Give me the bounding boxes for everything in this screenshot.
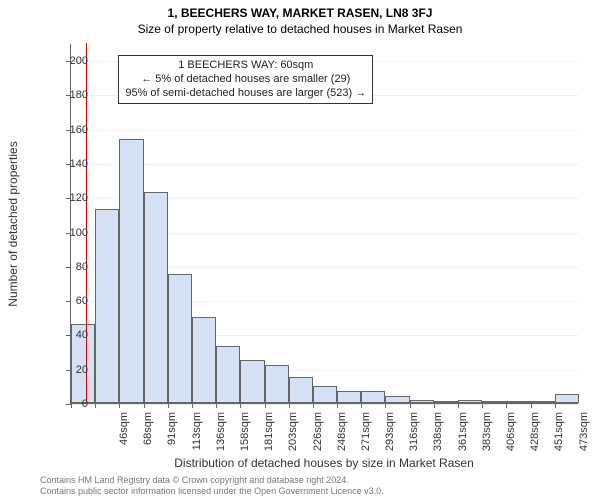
xtick-mark — [385, 403, 386, 408]
ytick-label: 0 — [38, 398, 88, 410]
xtick-label: 406sqm — [505, 412, 517, 462]
chart-title-main: 1, BEECHERS WAY, MARKET RASEN, LN8 3FJ — [0, 0, 600, 20]
histogram-bar — [216, 346, 240, 403]
xtick-mark — [337, 403, 338, 408]
histogram-bar — [555, 394, 579, 403]
xtick-mark — [458, 403, 459, 408]
xtick-label: 271sqm — [360, 412, 372, 462]
footer-line-1: Contains HM Land Registry data © Crown c… — [40, 475, 384, 485]
ytick-label: 60 — [38, 295, 88, 307]
xtick-mark — [216, 403, 217, 408]
xtick-mark — [95, 403, 96, 408]
xtick-mark — [555, 403, 556, 408]
annotation-line: 95% of semi-detached houses are larger (… — [125, 87, 366, 101]
xtick-label: 316sqm — [408, 412, 420, 462]
xtick-label: 361sqm — [457, 412, 469, 462]
ytick-label: 200 — [38, 55, 88, 67]
xtick-mark — [531, 403, 532, 408]
ytick-label: 120 — [38, 192, 88, 204]
histogram-bar — [458, 400, 482, 403]
annotation-line: 1 BEECHERS WAY: 60sqm — [125, 59, 366, 73]
histogram-bar — [434, 401, 458, 403]
x-axis-label: Distribution of detached houses by size … — [70, 456, 578, 470]
y-axis-label: Number of detached properties — [6, 141, 20, 306]
histogram-bar — [119, 139, 143, 403]
histogram-bar — [385, 396, 409, 403]
gridline — [71, 164, 578, 165]
ytick-label: 160 — [38, 124, 88, 136]
histogram-bar — [531, 401, 555, 403]
xtick-mark — [192, 403, 193, 408]
gridline — [71, 130, 578, 131]
xtick-mark — [410, 403, 411, 408]
footer-attribution: Contains HM Land Registry data © Crown c… — [40, 475, 384, 496]
histogram-bar — [313, 386, 337, 403]
xtick-label: 113sqm — [191, 412, 203, 462]
plot-area: 1 BEECHERS WAY: 60sqm← 5% of detached ho… — [70, 44, 578, 404]
xtick-mark — [240, 403, 241, 408]
xtick-label: 226sqm — [312, 412, 324, 462]
xtick-mark — [434, 403, 435, 408]
xtick-label: 68sqm — [142, 412, 154, 462]
xtick-mark — [144, 403, 145, 408]
histogram-bar — [265, 365, 289, 403]
histogram-bar — [361, 391, 385, 403]
xtick-mark — [119, 403, 120, 408]
histogram-bar — [168, 274, 192, 403]
xtick-mark — [313, 403, 314, 408]
histogram-bar — [95, 209, 119, 403]
chart-container: 1, BEECHERS WAY, MARKET RASEN, LN8 3FJ S… — [0, 0, 600, 500]
xtick-label: 428sqm — [529, 412, 541, 462]
histogram-bar — [482, 401, 506, 403]
histogram-bar — [144, 192, 168, 403]
gridline — [71, 404, 578, 405]
xtick-label: 91sqm — [166, 412, 178, 462]
histogram-bar — [506, 401, 530, 403]
ytick-label: 40 — [38, 329, 88, 341]
histogram-bar — [289, 377, 313, 403]
ytick-label: 20 — [38, 364, 88, 376]
xtick-label: 136sqm — [215, 412, 227, 462]
histogram-bar — [192, 317, 216, 403]
xtick-label: 383sqm — [481, 412, 493, 462]
annotation-line: ← 5% of detached houses are smaller (29) — [125, 73, 366, 87]
xtick-mark — [168, 403, 169, 408]
histogram-bar — [337, 391, 361, 403]
xtick-mark — [265, 403, 266, 408]
ytick-label: 80 — [38, 261, 88, 273]
histogram-bar — [410, 400, 434, 403]
xtick-label: 46sqm — [118, 412, 130, 462]
ytick-label: 180 — [38, 89, 88, 101]
xtick-label: 203sqm — [287, 412, 299, 462]
ytick-label: 100 — [38, 227, 88, 239]
ytick-label: 140 — [38, 158, 88, 170]
chart-title-sub: Size of property relative to detached ho… — [0, 20, 600, 36]
footer-line-2: Contains public sector information licen… — [40, 486, 384, 496]
xtick-label: 158sqm — [239, 412, 251, 462]
xtick-label: 293sqm — [384, 412, 396, 462]
xtick-mark — [506, 403, 507, 408]
xtick-mark — [361, 403, 362, 408]
histogram-bar — [240, 360, 264, 403]
xtick-mark — [289, 403, 290, 408]
xtick-label: 338sqm — [432, 412, 444, 462]
xtick-mark — [482, 403, 483, 408]
xtick-label: 248sqm — [336, 412, 348, 462]
xtick-label: 451sqm — [553, 412, 565, 462]
annotation-box: 1 BEECHERS WAY: 60sqm← 5% of detached ho… — [118, 55, 373, 104]
xtick-label: 473sqm — [578, 412, 590, 462]
xtick-label: 181sqm — [263, 412, 275, 462]
